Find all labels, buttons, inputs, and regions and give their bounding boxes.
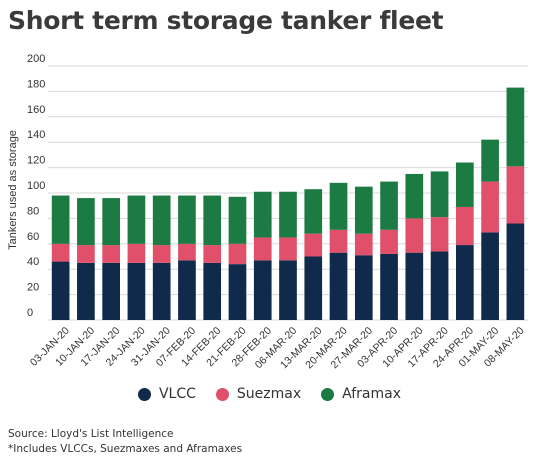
bar-aframax bbox=[481, 139, 499, 182]
legend: VLCC Suezmax Aframax bbox=[0, 386, 539, 402]
bar-vlcc bbox=[77, 262, 95, 320]
y-tick-label: 40 bbox=[27, 256, 39, 268]
bars bbox=[51, 87, 525, 320]
legend-item-aframax: Aframax bbox=[321, 386, 401, 402]
bar-suezmax bbox=[506, 166, 525, 224]
bar-aframax bbox=[152, 195, 171, 246]
bar-suezmax bbox=[430, 217, 449, 252]
y-tick-label: 200 bbox=[27, 53, 45, 65]
bar-vlcc bbox=[203, 262, 222, 320]
legend-label: VLCC bbox=[158, 386, 196, 402]
legend-swatch bbox=[321, 387, 335, 401]
bar-aframax bbox=[51, 195, 70, 244]
stacked-bar-chart: 0 20 40 60 80 100 120 140 160 180 200 Tankers used… bbox=[7, 53, 528, 372]
y-tick-label: 80 bbox=[27, 205, 39, 217]
legend-swatch bbox=[215, 387, 229, 401]
bar-aframax bbox=[456, 162, 474, 207]
y-tick-label: 180 bbox=[27, 78, 45, 90]
y-tick-label: 140 bbox=[27, 129, 45, 141]
footnote-text: *Includes VLCCs, Suezmaxes and Aframaxes bbox=[8, 443, 243, 455]
bar-aframax bbox=[77, 198, 95, 246]
bar-aframax bbox=[506, 87, 525, 167]
y-tick-label: 160 bbox=[27, 104, 45, 116]
bar-suezmax bbox=[127, 243, 146, 263]
bar-vlcc bbox=[506, 223, 525, 320]
bar-suezmax bbox=[329, 229, 348, 253]
bar-aframax bbox=[304, 189, 323, 234]
bar-suezmax bbox=[253, 237, 272, 261]
y-tick-label: 120 bbox=[27, 155, 45, 167]
bar-vlcc bbox=[127, 262, 146, 320]
y-tick-label: 20 bbox=[27, 282, 39, 294]
bar-suezmax bbox=[178, 243, 196, 261]
bar-vlcc bbox=[51, 261, 70, 320]
bar-vlcc bbox=[430, 251, 449, 320]
bar-suezmax bbox=[380, 229, 398, 254]
y-tick-label: 60 bbox=[27, 231, 39, 243]
bar-vlcc bbox=[329, 252, 348, 320]
bar-suezmax bbox=[203, 245, 222, 263]
bar-aframax bbox=[329, 182, 348, 230]
bar-vlcc bbox=[228, 264, 247, 320]
bar-suezmax bbox=[102, 245, 120, 263]
bar-suezmax bbox=[405, 218, 424, 253]
bar-aframax bbox=[178, 195, 196, 244]
bar-vlcc bbox=[456, 245, 474, 320]
y-axis: 0 20 40 60 80 100 120 140 160 180 200 bbox=[27, 53, 45, 319]
bar-vlcc bbox=[102, 262, 120, 320]
bar-aframax bbox=[253, 191, 272, 238]
bar-vlcc bbox=[304, 256, 323, 320]
legend-label: Aframax bbox=[342, 386, 401, 402]
source-text: Source: Lloyd's List Intelligence bbox=[8, 428, 174, 440]
bar-aframax bbox=[228, 196, 247, 244]
bar-vlcc bbox=[178, 260, 196, 320]
bar-suezmax bbox=[481, 181, 499, 233]
bar-aframax bbox=[405, 173, 424, 219]
bar-suezmax bbox=[354, 233, 373, 256]
bar-suezmax bbox=[304, 233, 323, 257]
bar-vlcc bbox=[152, 262, 171, 320]
legend-item-suezmax: Suezmax bbox=[215, 386, 302, 402]
bar-aframax bbox=[430, 171, 449, 218]
y-tick-label: 100 bbox=[27, 180, 45, 192]
bar-vlcc bbox=[354, 255, 373, 320]
bar-suezmax bbox=[279, 237, 297, 261]
bar-aframax bbox=[203, 195, 222, 246]
bar-aframax bbox=[127, 195, 146, 244]
bar-vlcc bbox=[380, 253, 398, 320]
bar-vlcc bbox=[279, 260, 297, 320]
bar-suezmax bbox=[152, 245, 171, 263]
bar-aframax bbox=[279, 191, 297, 238]
bar-suezmax bbox=[77, 245, 95, 263]
bar-vlcc bbox=[253, 260, 272, 320]
x-axis: 03-JAN-2010-JAN-2017-JAN-2024-JAN-2031-J… bbox=[28, 325, 527, 372]
bar-suezmax bbox=[228, 243, 247, 265]
bar-vlcc bbox=[481, 232, 499, 320]
legend-item-vlcc: VLCC bbox=[137, 386, 196, 402]
legend-swatch bbox=[137, 387, 151, 401]
bar-suezmax bbox=[456, 206, 474, 246]
bar-aframax bbox=[380, 181, 398, 230]
bar-suezmax bbox=[51, 243, 70, 262]
chart-title: Short term storage tanker fleet bbox=[8, 6, 444, 35]
y-tick-label: 0 bbox=[27, 307, 33, 319]
y-axis-label: Tankers used as storage bbox=[7, 130, 19, 250]
bar-aframax bbox=[354, 186, 373, 234]
legend-label: Suezmax bbox=[236, 386, 302, 402]
bar-aframax bbox=[102, 198, 120, 246]
bar-vlcc bbox=[405, 252, 424, 320]
